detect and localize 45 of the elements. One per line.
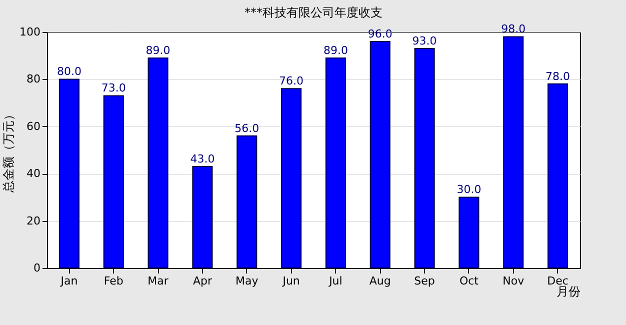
x-tick-label: Jun	[282, 274, 300, 288]
data-label: 30.0	[456, 183, 482, 196]
bar	[458, 196, 480, 268]
bar	[325, 57, 346, 268]
data-label: 56.0	[234, 122, 260, 135]
y-tick-label: 0	[34, 262, 40, 274]
bar	[192, 166, 213, 268]
y-axis-title: 总金额（万元）	[2, 108, 16, 194]
data-label: 78.0	[546, 70, 570, 83]
x-tick-label: Jan	[60, 274, 78, 288]
bar	[503, 36, 524, 268]
x-tick-label: Jul	[328, 274, 342, 288]
bar	[236, 135, 258, 268]
x-tick-label: Feb	[104, 274, 124, 288]
bar	[548, 83, 568, 268]
data-label: 93.0	[412, 34, 437, 48]
data-label: 76.0	[279, 74, 304, 88]
data-label: 73.0	[101, 82, 126, 95]
x-tick-label: Mar	[148, 274, 169, 288]
bar	[281, 88, 302, 268]
x-axis-title: 月份	[556, 284, 580, 298]
x-tick-label: May	[236, 274, 259, 288]
x-tick-label: Apr	[192, 274, 212, 288]
x-tick-label: Aug	[369, 274, 391, 288]
data-label: 96.0	[368, 27, 392, 40]
bar	[370, 40, 390, 268]
x-tick-label: Oct	[459, 274, 480, 288]
data-label: 80.0	[56, 65, 82, 78]
bar	[103, 95, 124, 268]
data-label: 43.0	[190, 152, 215, 166]
y-tick-label: 20	[26, 214, 40, 228]
y-tick-label: 80	[26, 72, 40, 86]
data-label: 89.0	[323, 44, 348, 57]
bar	[58, 78, 80, 268]
data-label: 89.0	[146, 44, 170, 57]
x-tick-label: Dec	[547, 274, 568, 288]
chart-title: ***科技有限公司年度收支	[244, 6, 382, 20]
data-label: 98.0	[501, 22, 526, 36]
x-tick-label: Nov	[502, 274, 525, 288]
x-tick-label: Sep	[414, 274, 435, 288]
y-tick-label: 100	[20, 26, 40, 38]
bar	[414, 48, 435, 268]
y-tick-label: 40	[26, 167, 40, 180]
y-tick-label: 60	[26, 120, 40, 133]
bar	[148, 57, 168, 268]
